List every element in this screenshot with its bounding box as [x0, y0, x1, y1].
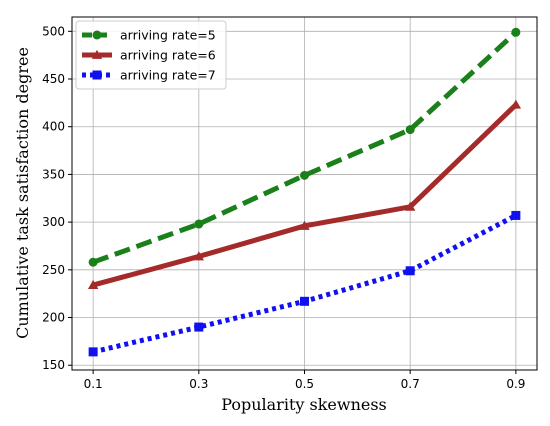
x-tick-label: 0.5 — [295, 377, 314, 391]
data-point — [405, 266, 415, 276]
data-point — [300, 170, 309, 180]
x-tick-label: 0.1 — [84, 377, 103, 391]
legend-entry-2: arriving rate=6 — [82, 48, 216, 63]
legend-swatch-marker — [92, 70, 102, 80]
legend-label: arriving rate=6 — [120, 48, 216, 63]
legend-label: arriving rate=7 — [120, 68, 216, 83]
legend-label: arriving rate=5 — [120, 28, 216, 43]
y-axis-label: Cumulative task satisfaction degree — [13, 47, 32, 339]
data-point — [193, 251, 204, 261]
data-point — [510, 99, 522, 109]
y-tick-label: 150 — [42, 358, 65, 372]
legend-box — [75, 20, 227, 90]
y-tick-label: 450 — [42, 72, 65, 86]
series-2 — [87, 99, 522, 289]
x-tick-label: 0.3 — [189, 377, 208, 391]
y-tick-label: 250 — [42, 263, 65, 277]
x-tick-label: 0.7 — [401, 377, 420, 391]
data-point — [300, 296, 309, 306]
legend: arriving rate=5 arriving rate=6 arriving r… — [75, 20, 227, 90]
series-3 — [88, 210, 521, 357]
ticks: 0.1 0.3 0.5 0.7 0.9 150 200 250 300 350 400 450 500 — [42, 24, 525, 391]
x-tick-label: 0.9 — [506, 377, 525, 391]
data-point — [511, 27, 521, 37]
x-axis-label: Popularity skewness — [221, 395, 387, 414]
y-tick-label: 350 — [42, 167, 65, 181]
data-point — [511, 210, 521, 220]
data-point — [87, 279, 99, 289]
legend-swatch-marker — [92, 30, 102, 40]
data-point — [405, 125, 415, 135]
series-1 — [88, 27, 521, 267]
legend-swatch-marker — [91, 49, 103, 59]
data-point — [194, 219, 204, 229]
data-point — [194, 322, 204, 332]
y-tick-label: 200 — [42, 311, 65, 325]
y-tick-label: 300 — [42, 215, 65, 229]
series-line — [92, 30, 518, 265]
legend-entry-3: arriving rate=7 — [82, 68, 216, 83]
y-tick-label: 400 — [42, 120, 65, 134]
legend-entry-1: arriving rate=5 — [82, 28, 216, 43]
y-tick-label: 500 — [42, 24, 65, 38]
data-point — [299, 220, 310, 230]
series-layer — [87, 27, 522, 357]
data-point — [88, 257, 98, 267]
data-point — [405, 201, 416, 211]
data-point — [88, 347, 98, 357]
